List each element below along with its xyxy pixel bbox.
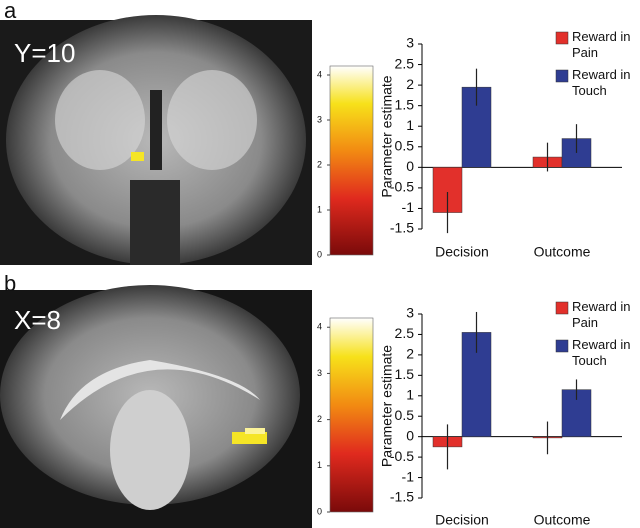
colorbar-tick-label: 1 <box>317 460 322 470</box>
colorbar-tick-label: 4 <box>317 322 322 332</box>
y-axis-label: Parameter estimate <box>379 75 395 197</box>
y-tick-label: -1 <box>402 468 415 484</box>
legend-swatch <box>555 339 569 353</box>
x-tick-label: Decision <box>435 512 489 528</box>
y-tick-label: 1.5 <box>395 96 415 112</box>
y-tick-label: 1.5 <box>395 366 415 382</box>
colorbar <box>329 65 374 256</box>
y-tick-label: 0 <box>406 427 414 443</box>
legend-swatch <box>555 31 569 45</box>
colorbar-tick-label: 1 <box>317 204 322 214</box>
y-tick-label: -0.5 <box>390 179 414 195</box>
panel-label: b <box>4 271 16 296</box>
y-tick-label: 1 <box>406 386 414 402</box>
colorbar-tick-label: 0 <box>317 249 322 259</box>
x-tick-label: Outcome <box>534 244 591 260</box>
y-tick-label: 0.5 <box>395 407 415 423</box>
colorbar-tick-label: 2 <box>317 159 322 169</box>
y-tick-label: 2 <box>406 76 414 92</box>
legend-swatch <box>555 301 569 315</box>
legend-label: Reward in Pain <box>572 299 631 330</box>
y-tick-label: 2 <box>406 346 414 362</box>
colorbar-tick-label: 3 <box>317 114 322 124</box>
colorbar-tick-label: 2 <box>317 414 322 424</box>
y-tick-label: -0.5 <box>390 448 414 464</box>
y-tick-label: 1 <box>406 117 414 133</box>
slice-label: X=8 <box>14 305 61 335</box>
y-tick-label: 2.5 <box>395 55 415 71</box>
colorbar-tick-label: 3 <box>317 368 322 378</box>
y-tick-label: 0.5 <box>395 137 415 153</box>
y-tick-label: -1 <box>402 199 415 215</box>
slice-label: Y=10 <box>14 38 75 68</box>
brain-coronal <box>0 15 312 265</box>
legend-label: Reward in Touch <box>572 337 631 368</box>
colorbar-tick-label: 4 <box>317 69 322 79</box>
colorbar-tick-label: 0 <box>317 506 322 516</box>
y-tick-label: 3 <box>406 35 414 51</box>
brain-sagittal <box>0 285 312 528</box>
colorbar <box>329 317 374 513</box>
legend-swatch <box>555 69 569 83</box>
legend-label: Reward in Touch <box>572 67 631 98</box>
y-tick-label: 0 <box>406 158 414 174</box>
y-tick-label: 3 <box>406 305 414 321</box>
x-tick-label: Outcome <box>534 512 591 528</box>
x-tick-label: Decision <box>435 244 489 260</box>
y-tick-label: -1.5 <box>390 220 414 236</box>
panel-label: a <box>4 0 17 23</box>
y-tick-label: -1.5 <box>390 489 414 505</box>
legend-label: Reward in Pain <box>572 29 631 60</box>
y-axis-label: Parameter estimate <box>379 345 395 467</box>
y-tick-label: 2.5 <box>395 325 415 341</box>
